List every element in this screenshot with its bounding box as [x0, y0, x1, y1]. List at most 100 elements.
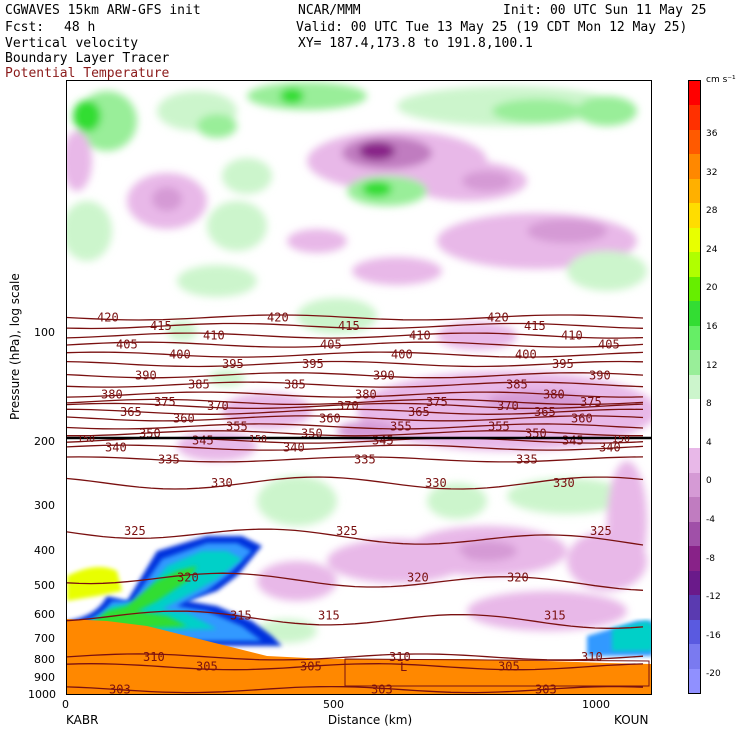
theta-label-310-2: 310	[581, 650, 603, 664]
theta-contour-355	[67, 423, 644, 430]
theta-label-410-0: 410	[203, 329, 225, 343]
theta-label-340-0: 340	[105, 441, 127, 455]
theta-contour-385	[67, 381, 644, 388]
theta-label-310-1: 310	[389, 650, 411, 664]
theta-label-335-2: 335	[516, 452, 538, 466]
colorbar-swatch	[689, 325, 700, 351]
colorbar-swatch	[689, 619, 700, 645]
theta-label-415-1: 415	[338, 319, 360, 333]
colorbar-swatch	[689, 595, 700, 621]
theta-label-385-0: 385	[188, 378, 210, 392]
theta-label-395-1: 395	[302, 357, 324, 371]
theta-contour-310	[67, 653, 644, 661]
theta-label-370-0: 370	[207, 399, 229, 413]
theta-label-310-0: 310	[143, 650, 165, 664]
theta-contour-405	[67, 341, 644, 348]
theta-label-325-0: 325	[124, 524, 146, 538]
cross-section-endpoints: XY= 187.4,173.8 to 191.8,100.1	[298, 36, 533, 51]
theta-label-365-0: 365	[120, 405, 142, 419]
tracer-label-left: 150	[77, 434, 95, 445]
theta-label-330-2: 330	[553, 476, 575, 490]
colorbar-swatch	[689, 374, 700, 400]
x-tick-1000: 1000	[582, 698, 610, 711]
end-station-label: KOUN	[614, 713, 649, 727]
colorbar-tick-20: 20	[706, 283, 718, 294]
theta-label-380-0: 380	[101, 388, 123, 402]
theta-label-330-1: 330	[425, 476, 447, 490]
theta-label-360-2: 360	[571, 411, 593, 425]
x-axis-label: Distance (km)	[327, 713, 413, 727]
colorbar-swatch	[689, 472, 700, 498]
y-tick-400: 400	[34, 543, 55, 557]
colorbar-tick-28: 28	[706, 206, 718, 217]
theta-contour-380	[67, 391, 644, 398]
theta-label-303-0: 303	[109, 683, 131, 695]
colorbar-tick-32: 32	[706, 167, 718, 178]
theta-label-355-2: 355	[488, 419, 510, 433]
plot-svg: 420 420 420 415 415 415 410 410 410 405 405 405 400 4…	[67, 82, 651, 695]
colorbar-swatch	[689, 350, 700, 376]
theta-label-405-1: 405	[320, 338, 342, 352]
x-tick-500: 500	[323, 698, 344, 711]
theta-label-320-1: 320	[407, 570, 429, 584]
theta-contour-360	[67, 415, 644, 422]
theta-label-340-2: 340	[599, 441, 621, 455]
theta-label-335-0: 335	[158, 452, 180, 466]
low-center-label: L	[400, 660, 407, 674]
theta-contour-350	[67, 430, 643, 437]
theta-label-405-2: 405	[598, 338, 620, 352]
colorbar-swatch	[689, 399, 700, 425]
theta-contour-335	[67, 456, 644, 463]
theta-contour-375	[67, 398, 644, 406]
theta-label-315-2: 315	[544, 609, 566, 623]
y-tick-300: 300	[34, 498, 55, 512]
theta-label-390-2: 390	[589, 368, 611, 382]
colorbar-swatch	[689, 105, 700, 131]
y-tick-1000: 1000	[28, 688, 56, 701]
theta-label-355-1: 355	[390, 419, 412, 433]
colorbar-swatch	[689, 448, 700, 474]
theta-label-360-0: 360	[173, 411, 195, 425]
theta-label-360-1: 360	[319, 411, 341, 425]
theta-contour-303	[67, 685, 644, 694]
theta-label-320-2: 320	[507, 570, 529, 584]
x-tick-0: 0	[62, 698, 69, 711]
theta-label-375-1: 375	[426, 395, 448, 409]
theta-contour-400	[67, 351, 644, 358]
colorbar-swatch	[689, 154, 700, 180]
theta-label-380-1: 380	[355, 388, 377, 402]
colorbar-swatch	[689, 644, 700, 669]
theta-contour-315	[67, 610, 644, 629]
theta-contour-340	[67, 444, 644, 451]
theta-label-365-2: 365	[534, 405, 556, 419]
y-axis-label: Pressure (hPa), log scale	[8, 273, 22, 420]
boundary-layer-tracer	[67, 536, 651, 694]
colorbar-tick-16: 16	[706, 322, 718, 332]
theta-contours	[67, 314, 644, 694]
theta-contour-305	[67, 663, 644, 671]
theta-label-385-2: 385	[506, 378, 528, 392]
theta-label-395-0: 395	[222, 357, 244, 371]
colorbar-swatch	[689, 252, 700, 278]
theta-label-410-2: 410	[561, 329, 583, 343]
colorbar-swatch	[689, 178, 700, 204]
field-boundary-layer-tracer: Boundary Layer Tracer	[5, 51, 170, 66]
theta-label-370-2: 370	[497, 399, 519, 413]
field-potential-temperature: Potential Temperature	[5, 66, 170, 81]
y-tick-100: 100	[34, 326, 55, 340]
theta-label-340-1: 340	[283, 441, 305, 455]
y-tick-800: 800	[34, 652, 55, 666]
theta-label-315-0: 315	[230, 609, 252, 623]
colorbar-swatch	[689, 203, 700, 229]
colorbar-units: cm s⁻¹	[706, 75, 736, 85]
colorbar-tick-36: 36	[706, 129, 718, 139]
org-label: NCAR/MMM	[298, 3, 361, 18]
theta-label-390-1: 390	[373, 368, 395, 382]
theta-contour-390	[67, 372, 644, 379]
theta-labels: 420 420 420 415 415 415 410 410 410 405 405 405 400 4…	[97, 311, 621, 695]
theta-label-390-0: 390	[135, 368, 157, 382]
colorbar-tick-8: 8	[706, 399, 712, 410]
theta-label-370-1: 370	[337, 399, 359, 413]
theta-label-305-0: 305	[196, 660, 218, 674]
theta-label-305-1: 305	[300, 660, 322, 674]
